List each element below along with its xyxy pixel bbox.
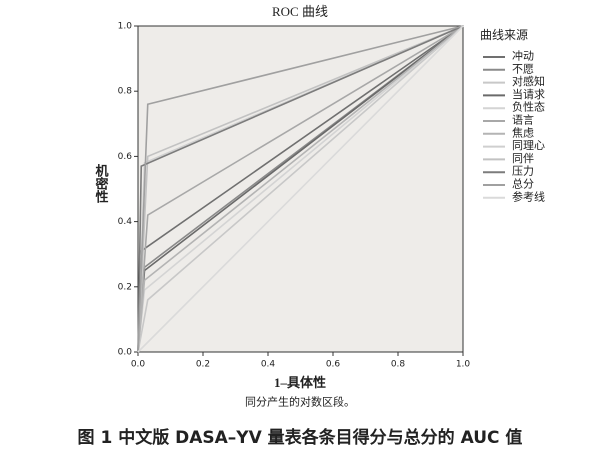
roc-line — [137, 25, 464, 353]
legend-label: 压力 — [512, 165, 534, 178]
roc-line — [137, 25, 464, 353]
roc-line — [137, 25, 464, 353]
legend-label: 当请求 — [512, 87, 545, 101]
y-tick-label: 1.0 — [118, 22, 133, 32]
legend-label: 总分 — [512, 177, 534, 191]
x-tick-label: 1.0 — [456, 360, 471, 370]
legend-label: 同伴 — [512, 152, 534, 165]
legend-label: 参考线 — [512, 189, 545, 203]
legend-label: 对感知 — [512, 74, 545, 88]
y-tick-label: 0.4 — [118, 217, 133, 227]
x-tick-label: 0.4 — [261, 360, 276, 370]
caption: 图 1 中文版 DASA–YV 量表各条目得分与总分的 AUC 值 — [78, 427, 523, 448]
legend-label: 焦虑 — [512, 126, 534, 139]
legend-label: 语言 — [512, 114, 534, 127]
subtitle: 同分产生的对数区段。 — [245, 395, 355, 409]
roc-line — [137, 25, 464, 353]
x-tick-label: 0.6 — [326, 360, 341, 370]
x-tick-label: 0.2 — [196, 360, 210, 370]
legend-title: 曲线来源 — [480, 28, 528, 42]
roc-line — [137, 25, 464, 353]
y-axis-label: 机密性 — [94, 163, 110, 203]
legend-label: 冲动 — [512, 49, 534, 63]
y-tick-label: 0.8 — [118, 87, 133, 97]
x-tick-label: 0.0 — [131, 360, 146, 370]
legend-label: 负性态 — [512, 100, 545, 114]
y-tick-label: 0.6 — [118, 152, 133, 162]
legend-label: 不愿 — [512, 62, 534, 75]
x-tick-label: 0.8 — [391, 360, 406, 370]
chart-title: ROC 曲线 — [272, 4, 328, 19]
legend-label: 同理心 — [512, 139, 545, 152]
x-axis-label: 1–具体性 — [274, 375, 326, 390]
y-tick-label: 0.2 — [118, 282, 132, 292]
roc-line — [137, 25, 464, 353]
y-tick-label: 0.0 — [118, 348, 133, 358]
